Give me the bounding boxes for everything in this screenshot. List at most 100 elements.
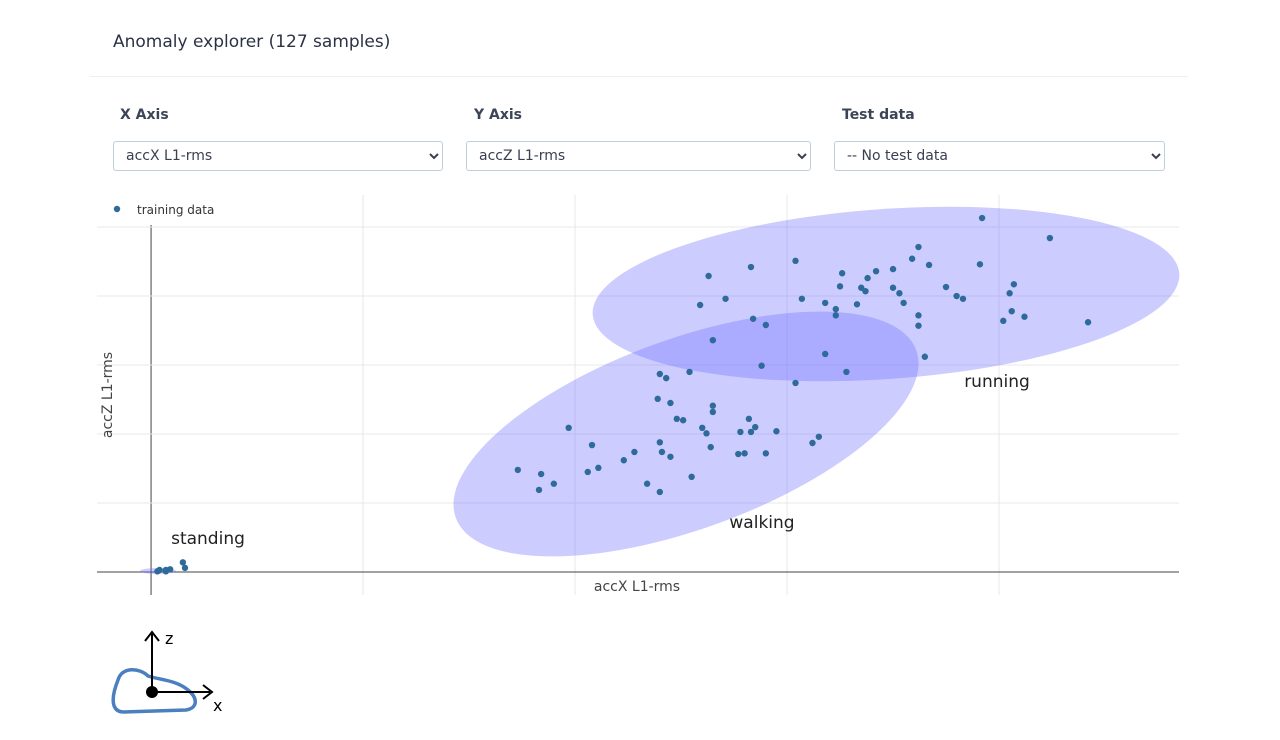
point <box>832 312 839 319</box>
panel-title: Anomaly explorer (127 samples) <box>113 32 391 52</box>
divider <box>90 76 1188 77</box>
point <box>656 439 664 446</box>
point <box>179 559 187 566</box>
point <box>535 486 543 494</box>
control-label: X Axis <box>120 107 169 123</box>
point <box>749 315 757 322</box>
point <box>654 395 661 403</box>
annotation: walking <box>729 513 794 533</box>
point <box>838 270 846 277</box>
test-data-select[interactable]: -- No test data <box>834 141 1165 171</box>
point <box>631 448 638 456</box>
shoe-icon <box>111 668 197 714</box>
point <box>181 564 189 572</box>
annotation: standing <box>171 529 245 549</box>
point <box>815 433 823 440</box>
point <box>658 448 666 456</box>
point <box>836 283 844 290</box>
point <box>154 568 161 575</box>
point <box>686 368 693 376</box>
control-label: Y Axis <box>474 107 523 123</box>
point <box>978 214 986 222</box>
point <box>792 257 799 265</box>
point <box>688 473 695 481</box>
point <box>908 255 916 262</box>
point <box>662 374 670 382</box>
point <box>798 295 806 302</box>
cluster-regions <box>140 206 1180 574</box>
point <box>667 453 674 460</box>
y-axis-select[interactable]: accZ L1-rms <box>466 141 811 171</box>
point <box>762 321 770 329</box>
point <box>537 470 545 478</box>
point <box>1000 317 1007 325</box>
icon-label: x <box>213 696 222 715</box>
point <box>1021 313 1028 320</box>
point <box>921 353 929 360</box>
point <box>976 261 984 268</box>
point <box>1010 281 1018 288</box>
point <box>942 283 950 291</box>
grid <box>97 195 1179 595</box>
legend-marker <box>113 205 121 213</box>
annotation: running <box>964 372 1030 392</box>
point <box>656 488 664 496</box>
point <box>762 450 770 457</box>
point <box>584 468 591 476</box>
point <box>162 568 170 575</box>
axis-icon: z x <box>111 629 222 715</box>
point <box>709 402 717 409</box>
point <box>696 301 704 309</box>
point <box>889 265 897 273</box>
point <box>809 439 816 447</box>
point <box>595 464 602 472</box>
point <box>864 274 871 282</box>
point <box>550 480 558 487</box>
point <box>1046 234 1054 242</box>
point <box>565 424 572 432</box>
icon-label: z <box>165 629 173 648</box>
point <box>656 370 664 378</box>
cluster-ellipse <box>453 311 919 557</box>
series <box>154 214 1092 575</box>
point <box>821 350 829 358</box>
point <box>703 430 710 437</box>
point <box>862 287 869 295</box>
icon-arrow <box>202 684 214 700</box>
point <box>673 415 680 423</box>
point <box>745 415 753 423</box>
point <box>959 295 967 302</box>
point <box>747 428 755 436</box>
point <box>709 408 717 416</box>
legend-label: training data <box>137 203 214 217</box>
point <box>773 428 780 435</box>
x-axis-label: accX L1-rms <box>594 579 680 595</box>
point <box>707 443 714 451</box>
point <box>1006 290 1013 297</box>
point <box>758 362 765 369</box>
point <box>699 424 706 432</box>
point <box>752 423 759 431</box>
point <box>915 243 922 251</box>
point <box>872 267 880 275</box>
point <box>705 272 712 280</box>
point <box>679 417 687 424</box>
point <box>735 450 742 458</box>
point <box>1084 319 1092 326</box>
icon-origin <box>146 686 158 698</box>
point <box>925 261 933 269</box>
point <box>737 428 744 436</box>
point <box>643 480 651 487</box>
x-axis-select[interactable]: accX L1-rms <box>113 141 443 171</box>
point <box>953 292 960 300</box>
point <box>821 299 829 307</box>
point <box>741 450 748 457</box>
point <box>858 284 865 291</box>
point <box>896 290 903 297</box>
point <box>792 379 799 387</box>
point <box>747 263 755 271</box>
point <box>900 299 907 307</box>
point <box>620 457 627 464</box>
